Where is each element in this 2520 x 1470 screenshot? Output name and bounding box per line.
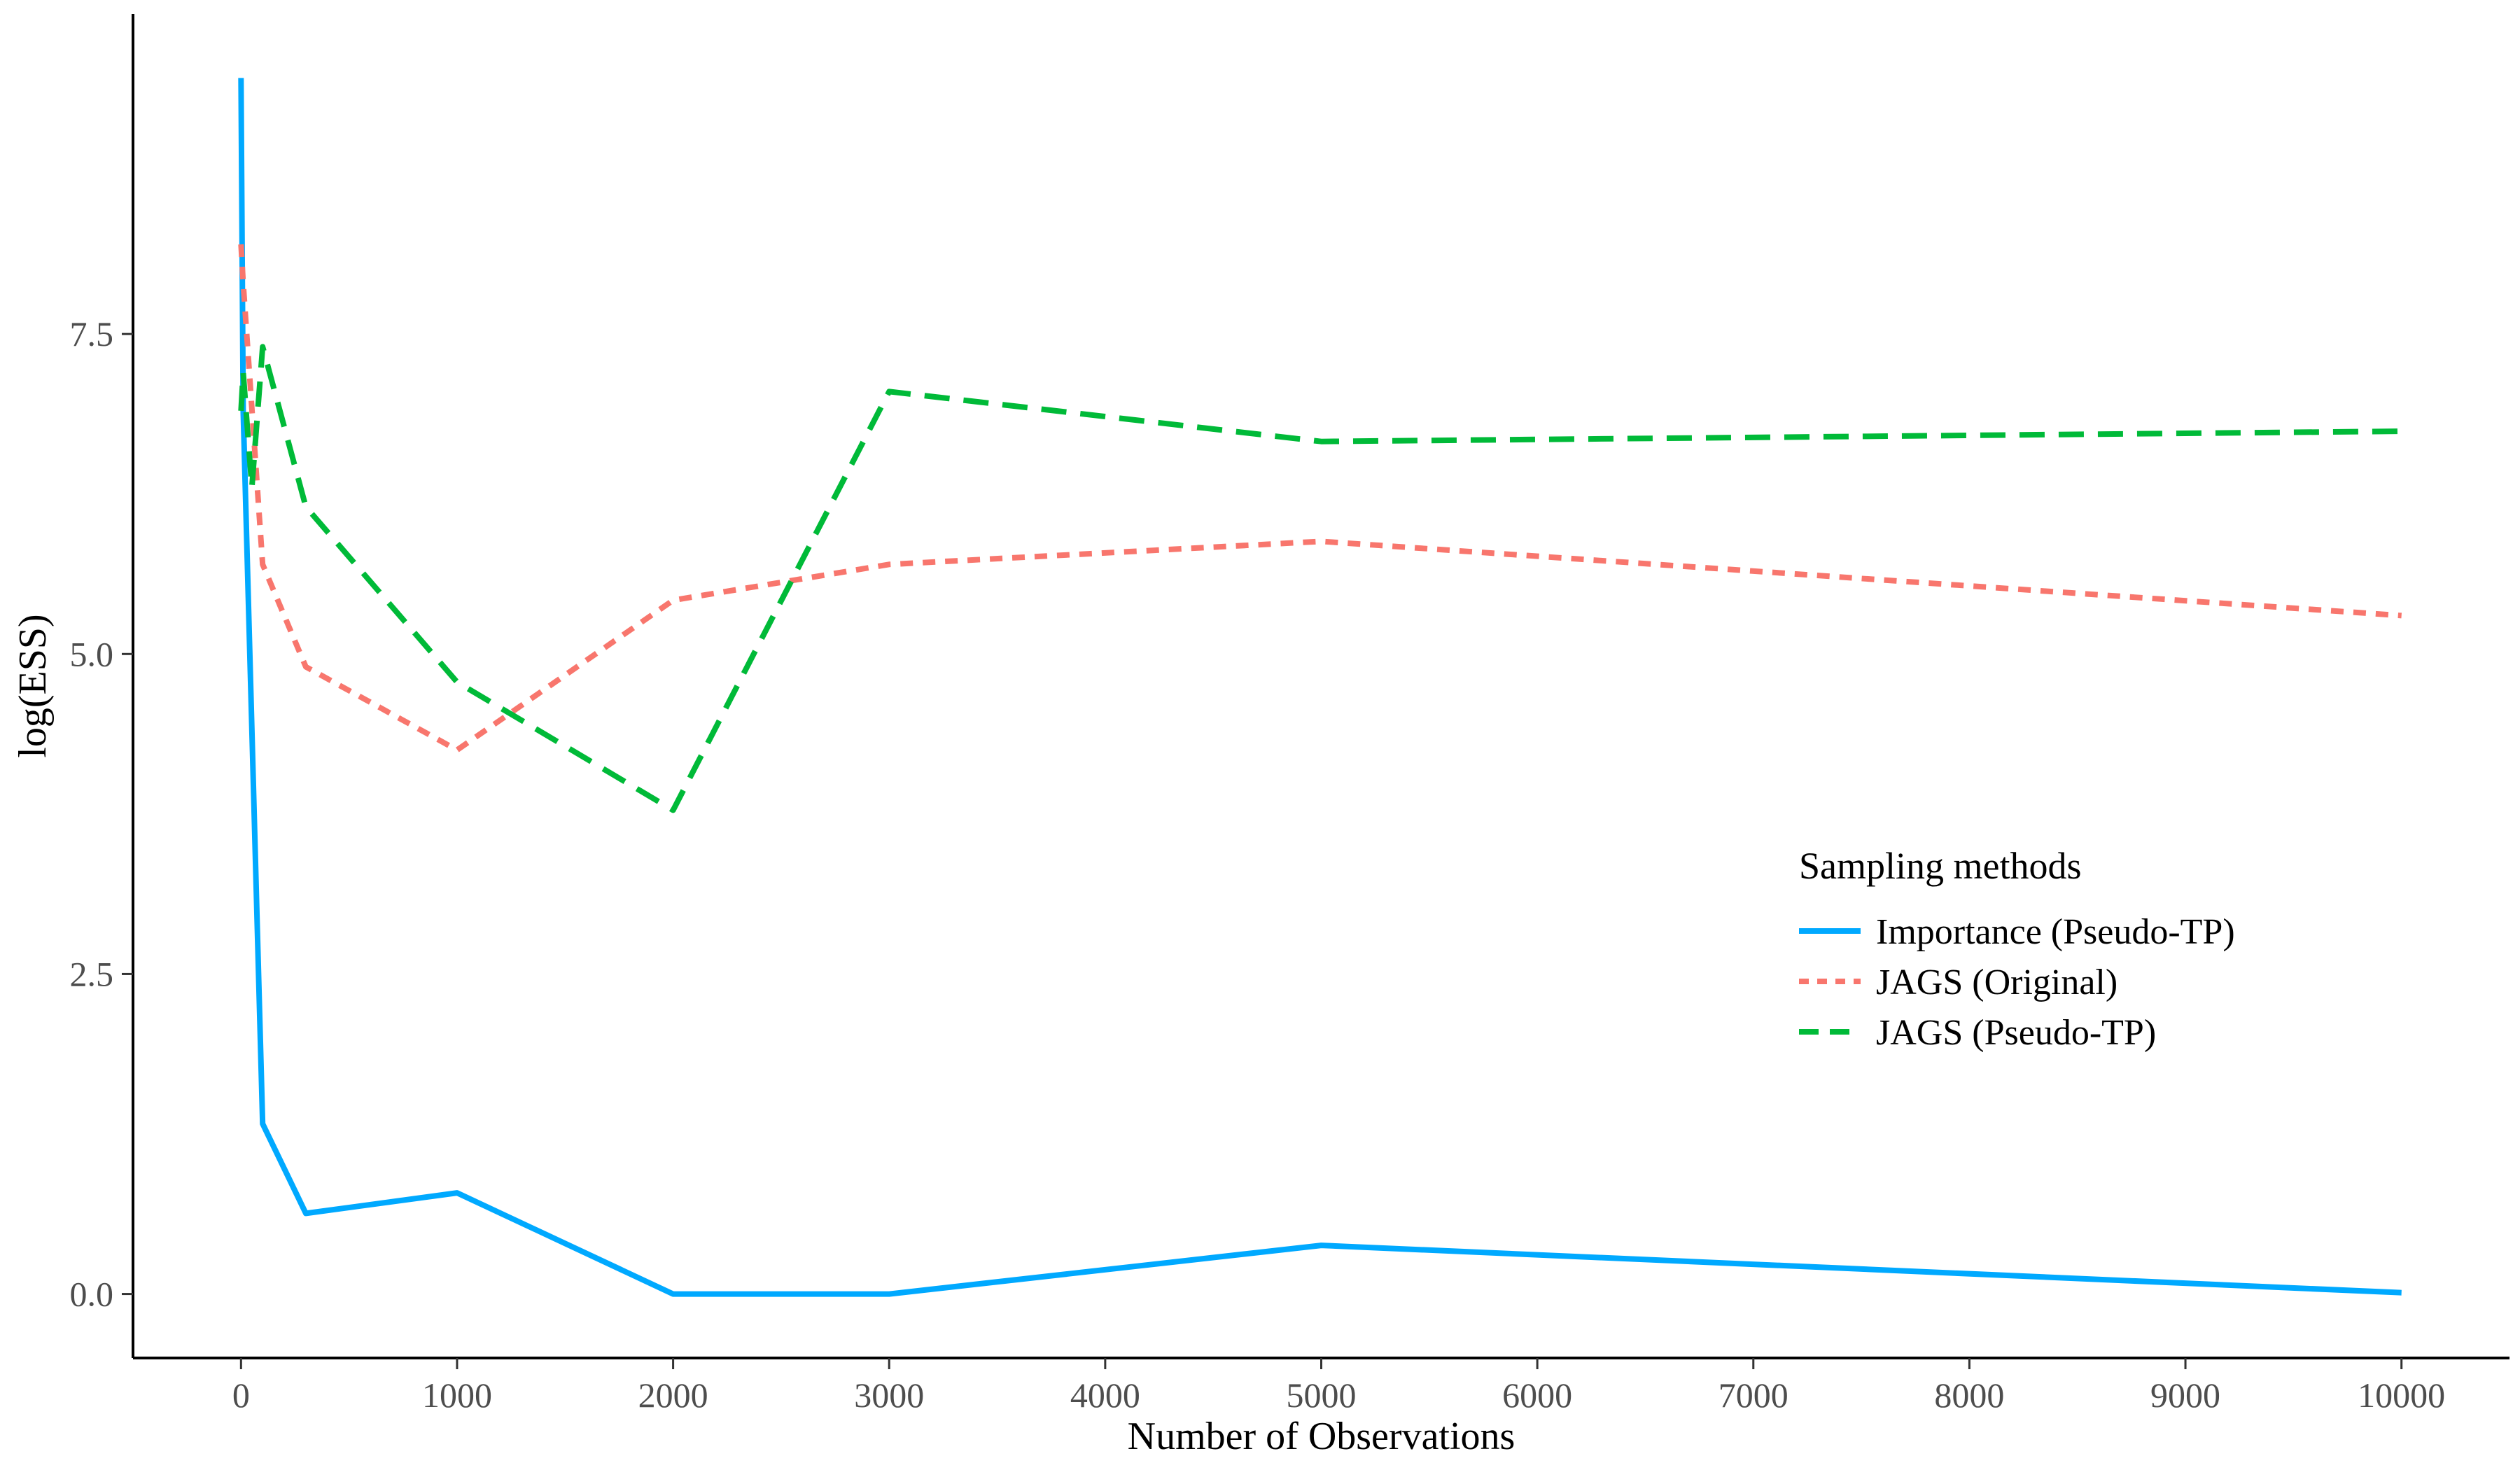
x-tick-label: 9000 — [2150, 1376, 2220, 1415]
y-tick-label: 5.0 — [70, 634, 114, 673]
x-tick-label: 2000 — [638, 1376, 708, 1415]
legend: Sampling methods Importance (Pseudo-TP) J… — [1799, 845, 2235, 1053]
x-tick-label: 4000 — [1070, 1376, 1140, 1415]
y-axis-title: log(ESS) — [11, 614, 55, 757]
legend-title: Sampling methods — [1799, 845, 2082, 887]
legend-label-2: JAGS (Original) — [1876, 962, 2118, 1002]
y-tick-label: 2.5 — [70, 954, 114, 993]
y-tick-label: 0.0 — [70, 1275, 114, 1314]
legend-items: Importance (Pseudo-TP) JAGS (Original) JAG… — [1799, 912, 2235, 1053]
x-tick-label: 1000 — [422, 1376, 492, 1415]
y-tick-label: 7.5 — [70, 314, 114, 354]
legend-label-1: Importance (Pseudo-TP) — [1876, 912, 2235, 952]
plot-lines — [238, 78, 2402, 1297]
y-ticks: 0.0 2.5 5.0 7.5 — [70, 314, 133, 1314]
legend-label-3: JAGS (Pseudo-TP) — [1876, 1013, 2156, 1053]
x-tick-label: 7000 — [1718, 1376, 1788, 1415]
x-tick-label: 8000 — [1934, 1376, 2004, 1415]
x-axis-title: Number of Observations — [1128, 1415, 1516, 1458]
axes: 0 1000 2000 3000 4000 5000 6000 7000 8000 9000 100… — [70, 14, 2510, 1415]
x-tick-label: 5000 — [1287, 1376, 1357, 1415]
series-line-1 — [238, 78, 2402, 1297]
series-line-3 — [238, 344, 2402, 813]
series-line-2 — [238, 244, 2402, 753]
x-tick-label: 0 — [232, 1376, 250, 1415]
x-ticks: 0 1000 2000 3000 4000 5000 6000 7000 8000 9000 100… — [232, 1358, 2445, 1415]
x-tick-label: 3000 — [854, 1376, 924, 1415]
x-tick-label: 10000 — [2358, 1376, 2445, 1415]
x-tick-label: 6000 — [1502, 1376, 1572, 1415]
